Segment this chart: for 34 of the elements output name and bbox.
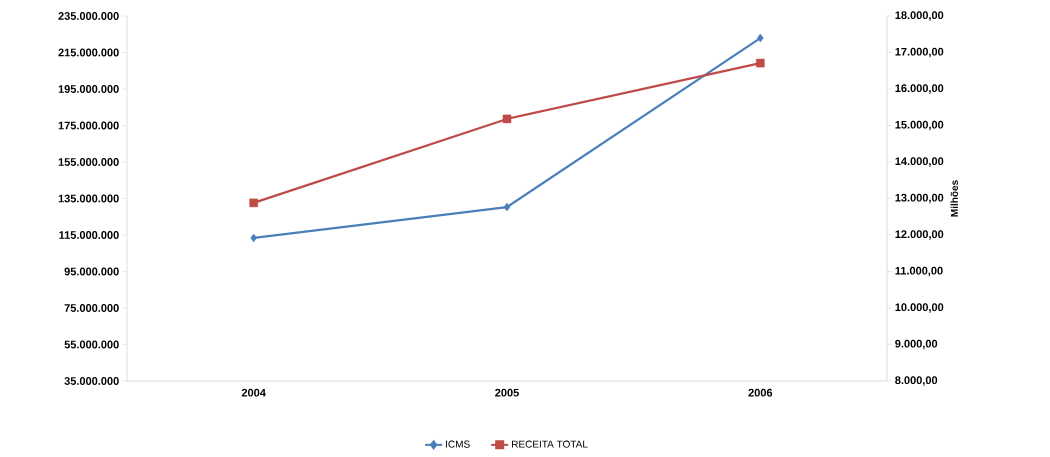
y-tick-label: 215.000.000 bbox=[58, 48, 119, 57]
point bbox=[756, 58, 765, 68]
point bbox=[757, 33, 764, 43]
x-tick-label: 2004 bbox=[241, 388, 266, 397]
legend-label: ICMS bbox=[446, 440, 470, 448]
point bbox=[249, 198, 258, 208]
y2-tick-label: 12.000,00 bbox=[895, 230, 944, 240]
y-tick-label: 95.000.000 bbox=[64, 267, 119, 276]
legend-label: RECEITA TOTAL bbox=[512, 440, 588, 448]
point bbox=[503, 202, 511, 212]
y2-axis-title: Milhões bbox=[950, 180, 958, 217]
y2-tick-label: 11.000,00 bbox=[895, 266, 943, 277]
y2-tick-label: 18.000,00 bbox=[895, 11, 944, 21]
y-tick-label: 75.000.000 bbox=[64, 304, 119, 312]
y-tick-label: 55.000.000 bbox=[64, 340, 119, 349]
x-tick-label: 2006 bbox=[748, 388, 773, 397]
y2-tick-label: 16.000,00 bbox=[895, 84, 944, 94]
y-tick-label: 155.000.000 bbox=[58, 158, 119, 166]
y-tick-label: 135.000.000 bbox=[58, 194, 119, 203]
x-tick-label: 2005 bbox=[495, 388, 519, 397]
y-tick-label: 195.000.000 bbox=[58, 85, 119, 93]
y-tick-label: 115.000.000 bbox=[59, 231, 119, 239]
y2-tick-label: 15.000,00 bbox=[895, 120, 944, 131]
y2-tick-label: 9.000,00 bbox=[895, 339, 938, 350]
y2-tick-label: 14.000,00 bbox=[895, 157, 944, 167]
y-tick-label: 235.000.000 bbox=[58, 12, 119, 20]
y-tick-label: 175.000.000 bbox=[58, 121, 119, 130]
y2-tick-label: 17.000,00 bbox=[895, 47, 944, 58]
y2-tick-label: 13.000,00 bbox=[895, 193, 944, 204]
point bbox=[250, 233, 257, 243]
point bbox=[502, 114, 512, 124]
y2-tick-label: 8.000,00 bbox=[895, 376, 938, 386]
y2-tick-label: 10.000,00 bbox=[895, 303, 944, 313]
y-tick-label: 35.000.000 bbox=[64, 377, 119, 385]
